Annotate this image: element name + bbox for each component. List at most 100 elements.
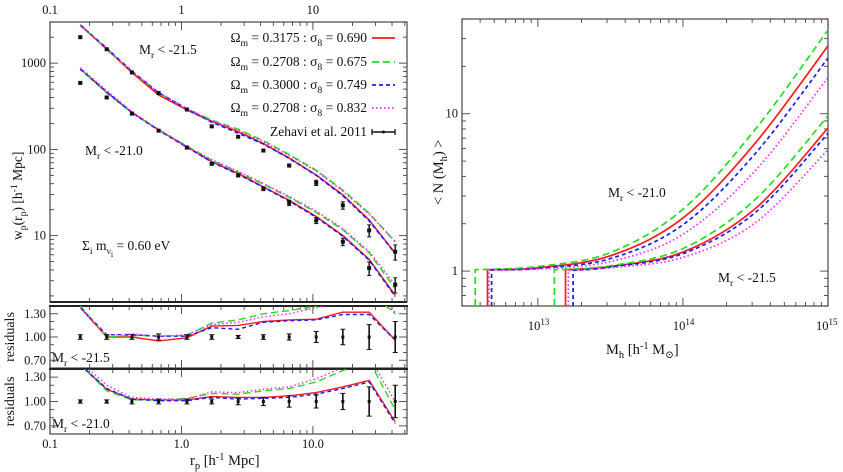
data-point — [210, 335, 214, 339]
data-point — [367, 400, 371, 403]
y-tick-label: 1.30 — [24, 370, 46, 384]
legend-entry: Ωm = 0.2708 : σ8 = 0.832 — [231, 100, 395, 119]
sample-label: Mr < -21.0 — [52, 416, 110, 435]
data-point — [393, 400, 397, 403]
legend-label: Ωm = 0.2708 : σ8 = 0.832 — [231, 100, 368, 119]
data-point — [314, 335, 318, 339]
label-part: 8 — [317, 62, 322, 73]
label-part: 15 — [829, 317, 839, 327]
data-point — [236, 335, 240, 339]
hod-curve — [564, 127, 828, 306]
x-tick-label-top: 0.1 — [42, 3, 58, 17]
data-point — [261, 335, 265, 339]
data-point — [157, 335, 161, 339]
label-part: < -21.5 — [154, 42, 197, 57]
data-point — [341, 335, 345, 339]
legend-label: Zehavi et al. 2011 — [270, 124, 367, 139]
x-tick-label: 0.1 — [42, 437, 58, 451]
hod-curve — [490, 57, 828, 306]
data-point — [287, 200, 292, 205]
y-axis-label: < N (Mh) > — [431, 140, 450, 205]
label-part: -1 — [640, 341, 649, 352]
label-part: Ω — [231, 100, 241, 115]
hod-curve — [488, 76, 828, 306]
y-tick-label: 1000 — [21, 56, 46, 70]
y-tick-label: 100 — [27, 142, 46, 156]
hod-curve — [553, 115, 828, 306]
residuals-panel-21-5: 1.30 1.00 0.70 residuals Mr < -21.5 — [3, 301, 408, 369]
data-point — [209, 124, 214, 129]
label-part: 8 — [317, 108, 322, 119]
x-axis-label: rp [h-1 Mpc] — [190, 452, 260, 472]
data-point — [340, 239, 345, 244]
data-point — [393, 249, 398, 254]
data-point — [104, 47, 109, 52]
label-part: m — [241, 85, 249, 96]
hod-curve — [474, 29, 828, 306]
label-part: h — [619, 350, 625, 361]
data-point — [340, 203, 345, 208]
data-point — [129, 70, 134, 75]
data-point — [287, 163, 292, 168]
label-part: 14 — [685, 317, 695, 327]
y-tick-label: 10 — [446, 107, 459, 121]
data-point — [156, 128, 161, 133]
data-point — [104, 95, 109, 100]
legend-label: Ωm = 0.2708 : σ8 = 0.675 — [231, 54, 368, 73]
label-part: Ω — [231, 30, 241, 45]
label-part: = 0.3175 : σ — [248, 30, 318, 45]
data-point — [314, 180, 319, 185]
y-tick-label: 1 — [452, 264, 458, 278]
label-part: m — [241, 38, 249, 49]
data-point — [261, 400, 265, 403]
data-point — [367, 228, 372, 233]
sample-label: Mr < -21.5 — [52, 350, 110, 369]
x-axis-label: Mh [h-1 M⊙] — [606, 341, 679, 361]
legend-label: Ωm = 0.3175 : σ8 = 0.690 — [231, 30, 368, 49]
sample-label-21-5: Mr < -21.5 — [139, 42, 197, 61]
legend-label: Ωm = 0.3000 : σ8 = 0.749 — [231, 77, 368, 96]
y-axis-label: residuals — [3, 377, 18, 427]
label-part: = 0.2708 : σ — [248, 100, 318, 115]
label-part: M — [718, 270, 730, 285]
label-part: M — [606, 342, 619, 358]
data-point — [130, 400, 134, 403]
sample-label-21-0: Mr < -21.0 — [85, 143, 143, 162]
residual-curves — [77, 369, 398, 424]
neutrino-mass-label: Σi mνi = 0.60 eV — [82, 238, 170, 259]
label-part: = 0.675 — [322, 54, 367, 69]
label-part: = 0.749 — [322, 77, 367, 92]
label-part: M — [52, 416, 64, 431]
y-tick-label: 1.30 — [24, 307, 46, 321]
data-point — [236, 400, 240, 403]
sample-label-21-0: Mr < -21.0 — [608, 185, 666, 204]
label-part: r — [190, 453, 195, 469]
label-part: Ω — [231, 77, 241, 92]
label-part: 10 — [673, 319, 686, 333]
label-part: Σ — [82, 238, 90, 253]
label-part: M — [608, 185, 620, 200]
data-point — [105, 335, 109, 339]
data-point — [367, 335, 371, 339]
label-part: w — [10, 230, 25, 240]
label-part: r — [620, 193, 624, 204]
label-part: -1 — [216, 452, 225, 463]
y-tick-label: 0.70 — [24, 419, 46, 433]
label-part: < -21.5 — [67, 350, 110, 365]
label-part: M — [85, 143, 97, 158]
y-tick-label: 10 — [34, 229, 47, 243]
label-part: p — [195, 461, 200, 472]
label-part: ) [h — [10, 192, 25, 211]
residual-curve — [83, 369, 396, 423]
data-point — [78, 400, 82, 403]
data-point — [236, 134, 241, 139]
data-point — [78, 80, 83, 85]
data-point — [236, 173, 241, 178]
label-part: p — [18, 211, 29, 216]
label-part: < N (M — [431, 161, 447, 205]
legend-entry: Ωm = 0.3000 : σ8 = 0.749 — [231, 77, 395, 96]
data-point — [78, 335, 82, 339]
